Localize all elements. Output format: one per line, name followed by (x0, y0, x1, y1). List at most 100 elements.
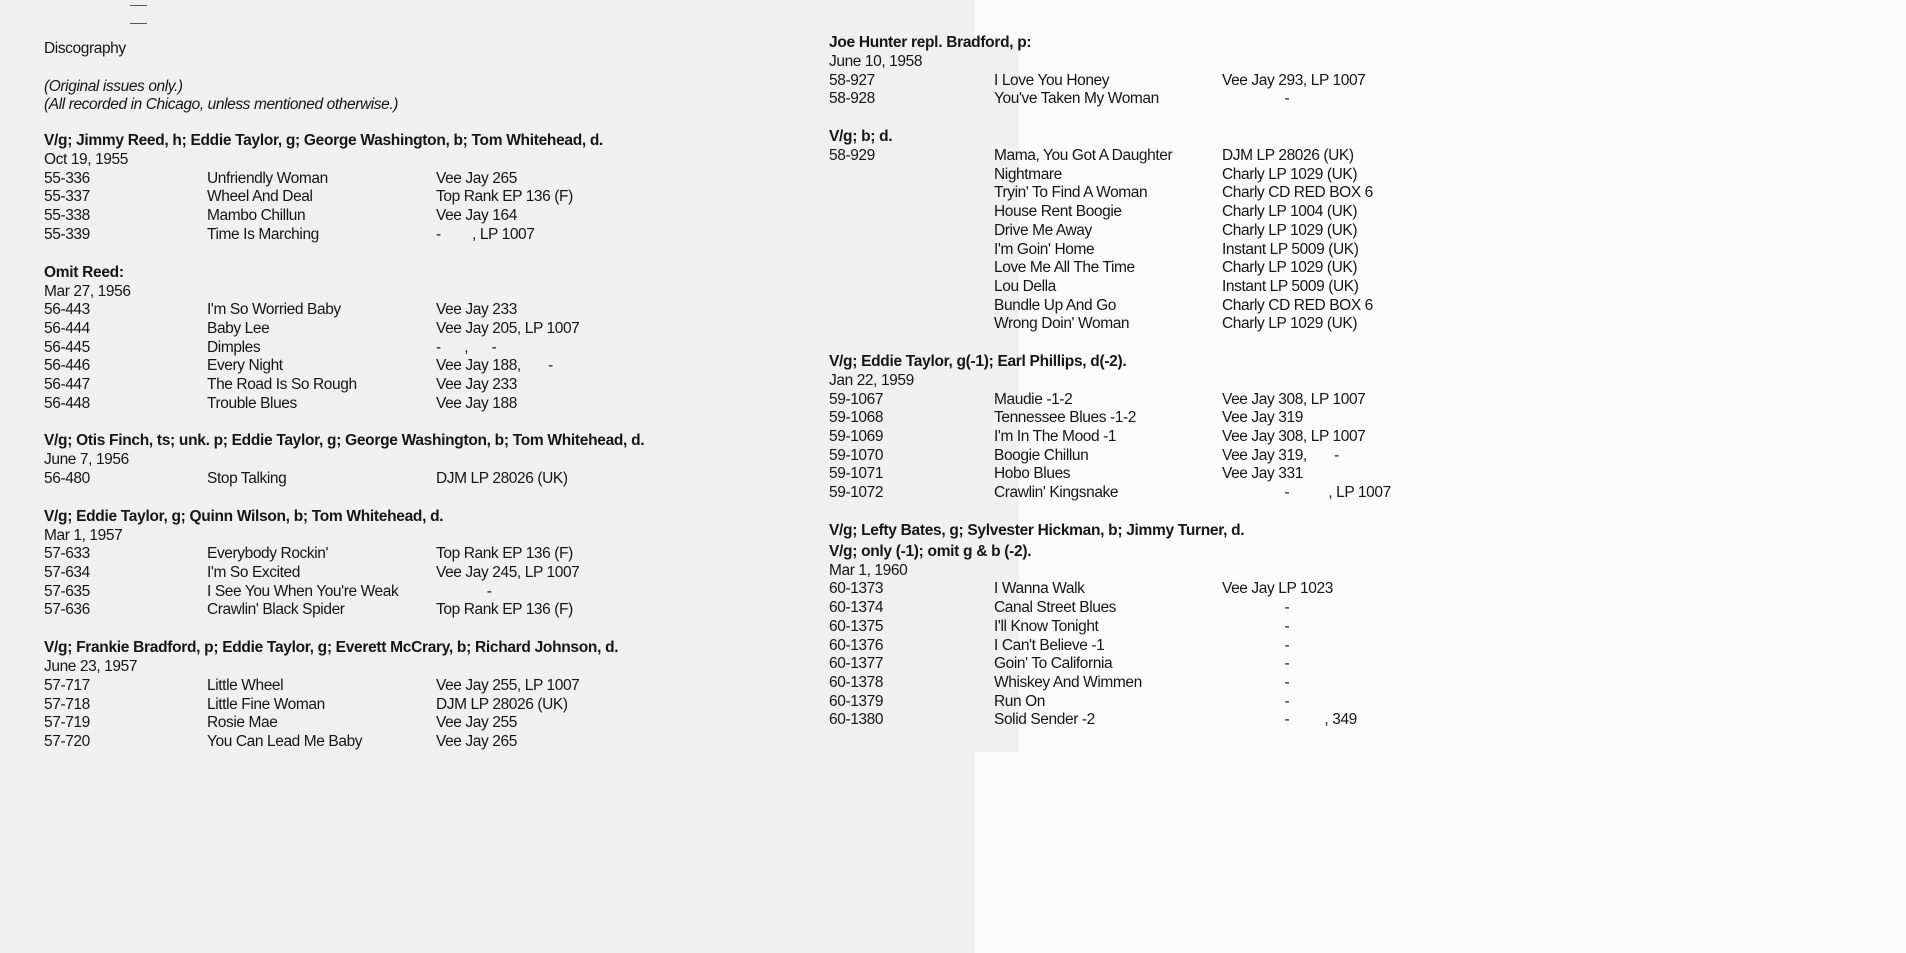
release-issue: Vee Jay 164 (436, 207, 517, 225)
release-issue: Vee Jay 233 (436, 375, 517, 393)
matrix-number: 57-719 (44, 714, 90, 732)
song-title: I'm Goin' Home (994, 240, 1095, 258)
table-row: 59-1071 Hobo Blues Vee Jay 331 (829, 465, 1303, 484)
table-row: 60-1379 Run On - (829, 692, 1290, 712)
release-issue: Vee Jay 319, - (1222, 446, 1339, 464)
session-personnel: V/g; Otis Finch, ts; unk. p; Eddie Taylo… (44, 432, 645, 450)
top-mark (130, 5, 147, 6)
release-issue: - , 349 (1222, 711, 1358, 729)
matrix-number: 56-447 (44, 375, 90, 393)
table-row: House Rent Boogie Charly LP 1004 (UK) (829, 203, 1358, 222)
release-issue: Charly CD RED BOX 6 (1222, 184, 1373, 202)
release-issue: Top Rank EP 136 (F) (436, 545, 573, 563)
song-title: Goin' To California (994, 655, 1113, 673)
song-title: Time Is Marching (207, 225, 319, 243)
song-title: Wrong Doin' Woman (994, 315, 1130, 333)
matrix-number: 59-1071 (829, 465, 884, 483)
table-row: 56-443 I'm So Worried Baby Vee Jay 233 (44, 301, 1019, 320)
session-personnel: Joe Hunter repl. Bradford, p: (829, 34, 1032, 51)
session: V/g; Eddie Taylor, g; Quinn Wilson, b; T… (44, 506, 1019, 620)
table-row: 57-720 You Can Lead Me Baby Vee Jay 265 (44, 733, 1019, 752)
matrix-number: 60-1379 (829, 692, 884, 710)
session-list: V/g; Jimmy Reed, h; Eddie Taylor, g; Geo… (44, 130, 1019, 752)
matrix-number: 59-1072 (829, 484, 884, 502)
song-title: The Road Is So Rough (207, 375, 357, 393)
song-title: Lou Della (994, 277, 1056, 295)
table-row: 56-446 Every Night Vee Jay 188, - (44, 357, 1019, 376)
session: V/g; Jimmy Reed, h; Eddie Taylor, g; Geo… (44, 130, 1019, 244)
release-issue: Vee Jay 255, LP 1007 (436, 676, 580, 694)
matrix-number: 60-1375 (829, 617, 884, 635)
release-issue: - (1222, 655, 1290, 673)
song-title: I Love You Honey (994, 71, 1110, 89)
matrix-number: 55-339 (44, 225, 90, 243)
table-row: 60-1373 I Wanna Walk Vee Jay LP 1023 (829, 580, 1333, 599)
session-personnel: V/g; Eddie Taylor, g(-1); Earl Phillips,… (829, 352, 1127, 370)
song-title: Love Me All The Time (994, 259, 1135, 277)
matrix-number: 59-1068 (829, 409, 884, 427)
table-row: 60-1375 I'll Know Tonight - (829, 617, 1290, 637)
session-date: Oct 19, 1955 (44, 151, 128, 169)
matrix-number: 57-720 (44, 732, 90, 750)
song-title: Everybody Rockin' (207, 545, 329, 563)
session-personnel: Omit Reed: (44, 263, 124, 281)
song-title: Rosie Mae (207, 714, 278, 732)
session-personnel: V/g; Eddie Taylor, g; Quinn Wilson, b; T… (44, 507, 444, 525)
table-row: 55-338 Mambo Chillun Vee Jay 164 (44, 207, 1019, 226)
release-issue: DJM LP 28026 (UK) (436, 695, 568, 713)
song-title: House Rent Boogie (994, 203, 1122, 221)
song-title: Tryin' To Find A Woman (994, 184, 1148, 202)
release-issue: Charly LP 1029 (UK) (1222, 315, 1358, 333)
table-row: 57-719 Rosie Mae Vee Jay 255 (44, 714, 1019, 733)
release-issue: Instant LP 5009 (UK) (1222, 240, 1359, 258)
table-row: I'm Goin' Home Instant LP 5009 (UK) (829, 240, 1359, 260)
matrix-number: 57-634 (44, 564, 90, 582)
table-row: 55-337 Wheel And Deal Top Rank EP 136 (F) (44, 188, 1019, 207)
table-row: 56-444 Baby Lee Vee Jay 205, LP 1007 (44, 320, 1019, 339)
matrix-number: 57-718 (44, 695, 90, 713)
release-issue: Vee Jay 205, LP 1007 (436, 319, 580, 337)
table-row: 59-1069 I'm In The Mood -1 Vee Jay 308, LP… (829, 428, 1366, 447)
song-title: Mambo Chillun (207, 207, 306, 225)
right-page (975, 0, 1906, 953)
release-issue: Charly CD RED BOX 6 (1222, 296, 1373, 314)
matrix-number: 55-338 (44, 207, 90, 225)
release-issue: - , LP 1007 (1222, 484, 1392, 502)
song-title: I'm So Worried Baby (207, 301, 341, 319)
release-issue: Top Rank EP 136 (F) (436, 188, 573, 206)
table-row: 57-717 Little Wheel Vee Jay 255, LP 1007 (44, 677, 1019, 696)
release-issue: Vee Jay 265 (436, 169, 517, 187)
table-row: 60-1374 Canal Street Blues - (829, 599, 1290, 618)
song-title: Solid Sender -2 (994, 711, 1095, 729)
song-title: Stop Talking (207, 470, 287, 487)
release-issue: Vee Jay 265 (436, 732, 517, 750)
release-issue: - (1222, 90, 1290, 108)
session-personnel: V/g; Frankie Bradford, p; Eddie Taylor, … (44, 639, 619, 657)
matrix-number: 58-927 (829, 71, 875, 89)
page-title: Discography (44, 40, 126, 57)
release-issue: Top Rank EP 136 (F) (436, 601, 573, 619)
table-row: Bundle Up And Go Charly CD RED BOX 6 (829, 297, 1373, 316)
song-title: Mama, You Got A Daughter (994, 147, 1173, 165)
table-row: Nightmare Charly LP 1029 (UK) (829, 166, 1358, 185)
matrix-number: 56-445 (44, 338, 90, 356)
table-row: 57-635 I See You When You're Weak - (44, 583, 1019, 602)
song-title: Whiskey And Wimmen (994, 673, 1142, 691)
session: V/g; Frankie Bradford, p; Eddie Taylor, … (44, 637, 1019, 751)
table-row: 56-480 Stop Talking DJM LP 28026 (UK) (44, 470, 1019, 489)
release-issue: DJM LP 28026 (UK) (436, 470, 568, 487)
table-row: Tryin' To Find A Woman Charly CD RED BOX … (829, 184, 1373, 203)
song-title: Every Night (207, 357, 283, 375)
table-row: 59-1067 Maudie -1-2 Vee Jay 308, LP 1007 (829, 390, 1366, 410)
song-title: Little Fine Woman (207, 695, 325, 713)
song-title: Unfriendly Woman (207, 169, 328, 187)
song-title: Run On (994, 692, 1046, 710)
song-title: Baby Lee (207, 319, 270, 337)
song-title: I Can't Believe -1 (994, 636, 1105, 654)
session: V/g; Lefty Bates, g; Sylvester Hickman, … (829, 520, 1357, 730)
matrix-number: 59-1067 (829, 390, 884, 408)
release-issue: - (436, 582, 492, 600)
song-title: I'm In The Mood -1 (994, 428, 1117, 445)
session: V/g; b; d. 58-929 Mama, You Got A Daughter… (829, 126, 1373, 334)
table-row: 60-1380 Solid Sender -2 - , 349 (829, 711, 1357, 730)
